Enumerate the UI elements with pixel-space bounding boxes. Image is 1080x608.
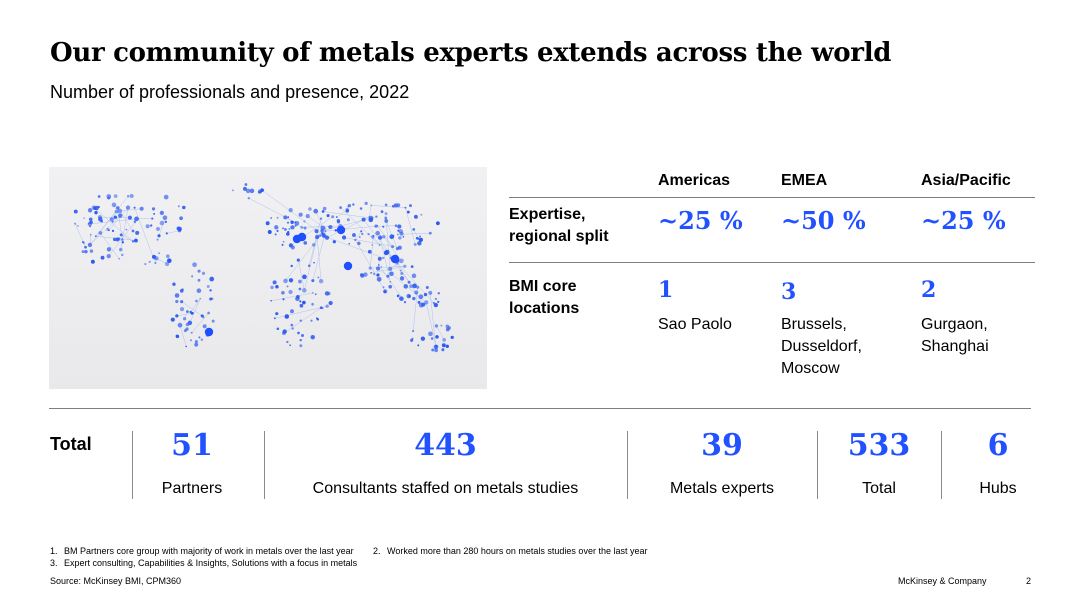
- footnote-3-text: Expert consulting, Capabilities & Insigh…: [64, 558, 358, 568]
- locations-emea-count: 3: [781, 279, 797, 305]
- footnote-2-number: 2.: [373, 546, 381, 556]
- stat-hubs-value: 6: [987, 428, 1009, 463]
- footnote-3-number: 3.: [50, 558, 58, 568]
- totals-separator: [627, 431, 628, 499]
- expertise-emea-value: ~50 %: [781, 206, 866, 235]
- stat-metals-experts-value: 39: [701, 428, 743, 463]
- column-header-emea: EMEA: [781, 172, 828, 189]
- stat-partners-value: 51: [171, 428, 213, 463]
- locations-emea-cities: Brussels, Dusseldorf, Moscow: [781, 316, 862, 377]
- stat-metals-experts-label: Metals experts: [669, 480, 775, 497]
- totals-separator: [941, 431, 942, 499]
- footnote-1: 1. BM Partners core group with majority o…: [50, 546, 354, 556]
- locations-americas-cities: Sao Paolo: [658, 316, 732, 333]
- page-number: 2: [1026, 576, 1032, 586]
- column-header-asia-pacific: Asia/Pacific: [921, 172, 1011, 189]
- stat-hubs-label: Hubs: [979, 480, 1017, 497]
- stat-partners-label: Partners: [161, 480, 223, 497]
- totals-separator: [132, 431, 133, 499]
- footnote-1-number: 1.: [50, 546, 58, 556]
- table-header-divider: [509, 197, 1035, 198]
- footnote-2: 2. Worked more than 280 hours on metals s…: [373, 546, 647, 556]
- table-row-divider: [509, 262, 1035, 263]
- source-note: Source: McKinsey BMI, CPM360: [50, 576, 182, 586]
- expertise-asia-pacific-value: ~25 %: [921, 206, 1006, 235]
- stat-total-value: 533: [847, 428, 911, 463]
- page-subtitle: Number of professionals and presence, 20…: [50, 82, 410, 102]
- totals-separator: [817, 431, 818, 499]
- column-header-americas: Americas: [658, 172, 731, 189]
- footnote-1-text: BM Partners core group with majority of …: [64, 546, 354, 556]
- page-title: Our community of metals experts extends …: [50, 38, 892, 68]
- locations-americas-count: 1: [658, 277, 674, 303]
- totals-separator: [264, 431, 265, 499]
- totals-label: Total: [50, 434, 92, 454]
- footnote-2-text: Worked more than 280 hours on metals stu…: [387, 546, 648, 556]
- locations-asia-pacific-cities: Gurgaon, Shanghai: [921, 316, 989, 355]
- world-map-image: [49, 167, 487, 389]
- world-map-icon: [73, 183, 454, 353]
- stat-total-label: Total: [862, 480, 896, 497]
- row-label-expertise: Expertise, regional split: [509, 206, 609, 245]
- totals-divider: [49, 408, 1031, 409]
- stat-consultants-label: Consultants staffed on metals studies: [312, 480, 579, 497]
- brand-name: McKinsey & Company: [898, 576, 987, 586]
- stat-consultants-value: 443: [414, 428, 477, 463]
- row-label-locations: BMI core locations: [509, 278, 580, 317]
- locations-asia-pacific-count: 2: [921, 277, 937, 303]
- footnote-3: 3. Expert consulting, Capabilities & Insi…: [50, 558, 357, 568]
- expertise-americas-value: ~25 %: [658, 206, 743, 235]
